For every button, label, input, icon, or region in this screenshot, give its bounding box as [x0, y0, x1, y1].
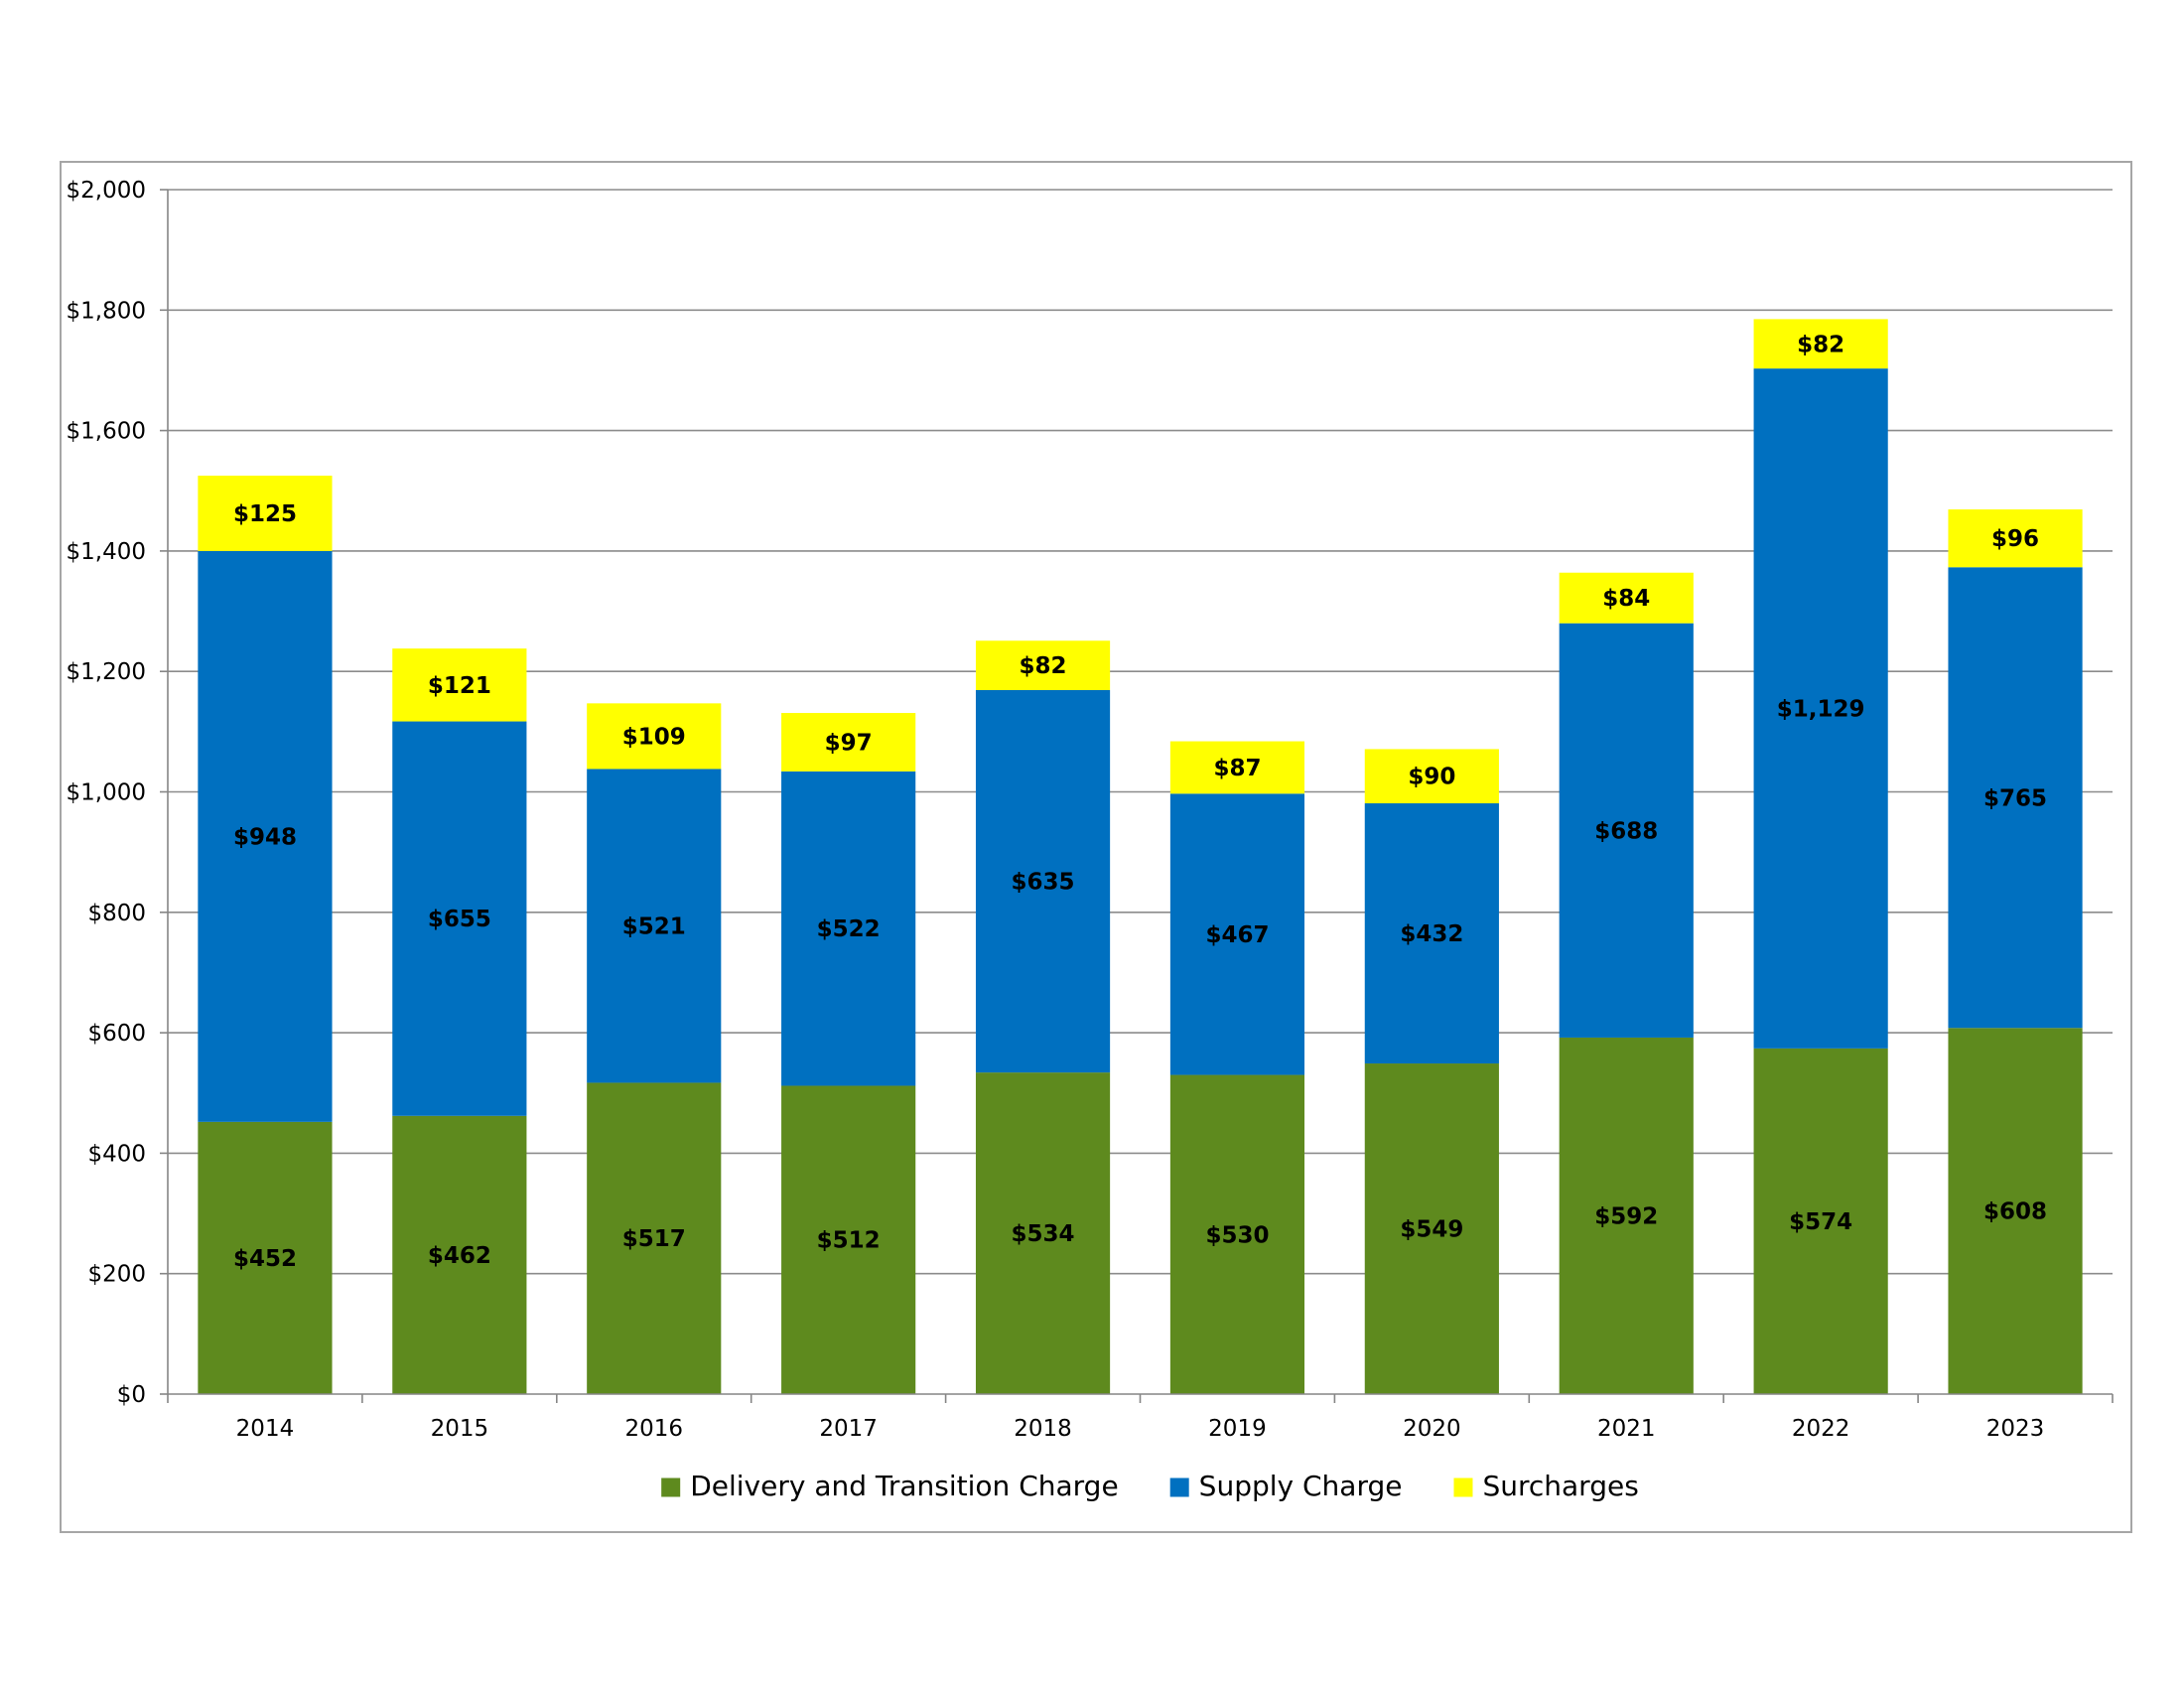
data-label: $82: [1020, 653, 1067, 679]
data-label: $608: [1983, 1199, 2047, 1225]
bar-segment-supply-charge-2017: [781, 771, 916, 1086]
x-tick-label: 2015: [431, 1416, 489, 1442]
data-label: $574: [1789, 1209, 1852, 1235]
x-tick-label: 2019: [1208, 1416, 1267, 1442]
x-tick-label: 2016: [624, 1416, 683, 1442]
data-label: $765: [1983, 785, 2047, 811]
data-label: $549: [1400, 1217, 1463, 1243]
data-label: $635: [1012, 870, 1075, 896]
bar-segment-delivery-and-transition-charge-2019: [1169, 1074, 1305, 1394]
y-tick-label: $1,000: [67, 780, 146, 806]
legend: Delivery and Transition Charge Supply Cha…: [661, 1470, 1639, 1502]
bar-segment-delivery-and-transition-charge-2016: [587, 1082, 722, 1394]
data-label: $467: [1205, 922, 1269, 948]
bar-segment-surcharges-2019: [1169, 741, 1305, 794]
data-label: $87: [1213, 756, 1261, 781]
bar-segment-surcharges-2021: [1559, 572, 1694, 624]
x-tick-label: 2020: [1403, 1416, 1461, 1442]
bar-segment-supply-charge-2022: [1753, 368, 1888, 1049]
y-tick-label: $1,600: [67, 419, 146, 445]
bar-segment-delivery-and-transition-charge-2017: [781, 1085, 916, 1394]
data-label: $522: [817, 916, 881, 942]
bar-segment-supply-charge-2015: [392, 721, 527, 1116]
bar-segment-surcharges-2023: [1948, 509, 2083, 568]
bar-segment-surcharges-2015: [392, 648, 527, 722]
bar-segment-delivery-and-transition-charge-2015: [392, 1115, 527, 1394]
data-label: $512: [817, 1228, 881, 1254]
bar-segment-delivery-and-transition-charge-2023: [1948, 1028, 2083, 1394]
data-label: $125: [233, 501, 297, 527]
data-label: $688: [1594, 818, 1658, 844]
bar-segment-supply-charge-2021: [1559, 623, 1694, 1038]
x-tick-label: 2023: [1986, 1416, 2045, 1442]
y-tick-label: $400: [87, 1141, 146, 1167]
data-label: $96: [1991, 526, 2039, 552]
y-tick-label: $600: [87, 1021, 146, 1047]
data-label: $655: [428, 907, 491, 932]
data-label: $948: [233, 824, 297, 850]
data-label: $432: [1400, 921, 1463, 947]
bar-segment-surcharges-2020: [1364, 749, 1499, 804]
stacked-bar-chart: $0 $200 $400 $600 $800 $1,000 $1,200 $1,400 $1,6…: [67, 178, 2114, 1502]
legend-label: Delivery and Transition Charge: [690, 1470, 1118, 1502]
y-tick-label: $0: [117, 1382, 146, 1408]
bar-segment-surcharges-2016: [587, 703, 722, 770]
data-label: $452: [233, 1246, 297, 1272]
y-tick-label: $1,200: [67, 659, 146, 685]
axes: $0 $200 $400 $600 $800 $1,000 $1,200 $1,400 $1,6…: [67, 178, 2114, 1442]
bar-segment-supply-charge-2023: [1948, 567, 2083, 1029]
bars: [198, 319, 2083, 1394]
bar-segment-delivery-and-transition-charge-2014: [198, 1121, 333, 1394]
data-label: $534: [1012, 1221, 1075, 1247]
x-tick-label: 2018: [1014, 1416, 1072, 1442]
data-label: $462: [428, 1243, 491, 1269]
data-label: $592: [1594, 1203, 1658, 1229]
bar-segment-supply-charge-2019: [1169, 793, 1305, 1075]
data-label: $530: [1205, 1222, 1269, 1248]
legend-label: Surcharges: [1482, 1470, 1638, 1502]
y-tick-label: $2,000: [67, 178, 146, 204]
data-label: $90: [1408, 765, 1455, 790]
x-tick-label: 2022: [1792, 1416, 1850, 1442]
bar-segment-delivery-and-transition-charge-2022: [1753, 1048, 1888, 1394]
bar-segment-supply-charge-2020: [1364, 803, 1499, 1064]
data-label: $97: [825, 730, 873, 756]
legend-swatch: [1453, 1477, 1473, 1497]
bar-segment-surcharges-2014: [198, 476, 333, 551]
data-label: $84: [1602, 586, 1650, 612]
x-tick-label: 2017: [819, 1416, 878, 1442]
data-label: $109: [622, 724, 686, 750]
bar-segment-delivery-and-transition-charge-2021: [1559, 1037, 1694, 1394]
y-tick-label: $200: [87, 1262, 146, 1288]
y-tick-label: $800: [87, 901, 146, 926]
data-label: $521: [622, 914, 686, 939]
x-tick-label: 2021: [1597, 1416, 1656, 1442]
bar-segment-surcharges-2017: [781, 713, 916, 772]
bar-segment-surcharges-2018: [975, 640, 1111, 691]
bar-segment-delivery-and-transition-charge-2020: [1364, 1063, 1499, 1394]
legend-swatch: [1169, 1477, 1189, 1497]
data-label: $121: [428, 673, 491, 699]
data-label: $82: [1797, 332, 1844, 357]
data-labels: $452 $948 $125 $462 $655 $121 $517 $521 $109 $512…: [233, 332, 2047, 1272]
x-tick-label: 2014: [236, 1416, 295, 1442]
data-label: $1,129: [1777, 696, 1865, 722]
bar-segment-supply-charge-2016: [587, 769, 722, 1083]
legend-swatch: [661, 1477, 681, 1497]
data-label: $517: [622, 1226, 686, 1252]
bar-segment-delivery-and-transition-charge-2018: [975, 1072, 1111, 1394]
legend-label: Supply Charge: [1199, 1470, 1403, 1502]
y-tick-label: $1,800: [67, 298, 146, 324]
chart-frame: $0 $200 $400 $600 $800 $1,000 $1,200 $1,400 $1,6…: [60, 161, 2132, 1533]
y-tick-label: $1,400: [67, 539, 146, 565]
bar-segment-surcharges-2022: [1753, 319, 1888, 369]
bar-segment-supply-charge-2014: [198, 550, 333, 1122]
bar-segment-supply-charge-2018: [975, 690, 1111, 1073]
